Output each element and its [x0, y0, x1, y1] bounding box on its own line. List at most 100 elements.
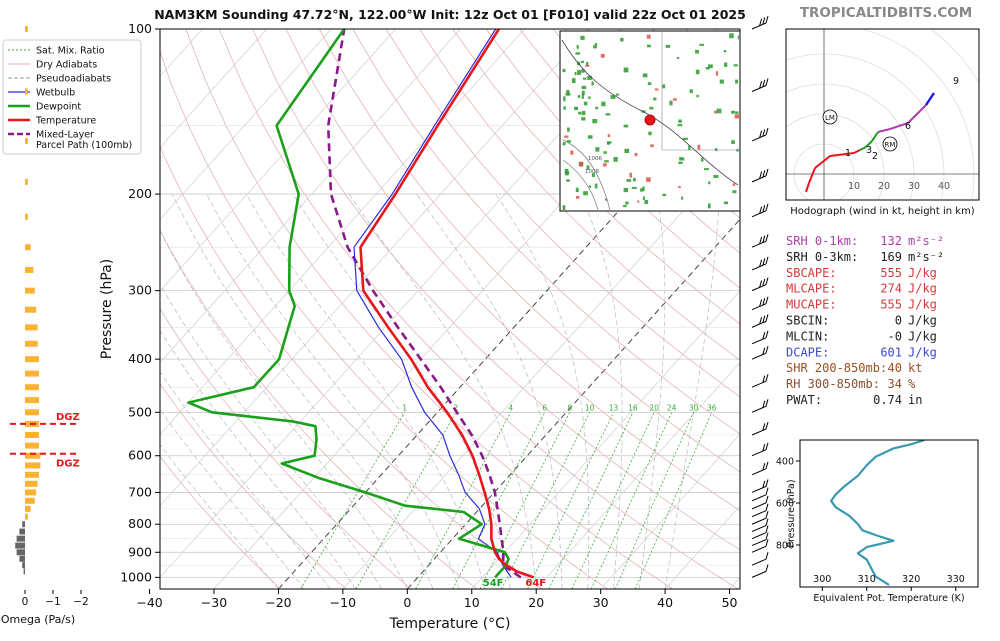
- precip-cell: [715, 148, 718, 151]
- mixing-ratio-label: 6: [542, 403, 547, 412]
- hodograph-segment: [806, 183, 809, 192]
- mixing-ratio-line: [572, 412, 654, 589]
- precip-cell: [583, 78, 586, 80]
- wind-barb-staff: [752, 559, 766, 565]
- omega-bar: [17, 536, 25, 542]
- temperature-tick-label: 30: [593, 595, 609, 610]
- index-unit: J/kg: [908, 345, 937, 359]
- wind-barb: [752, 422, 768, 435]
- wind-barb-staff: [752, 381, 766, 387]
- precip-cell: [724, 202, 728, 205]
- precip-cell: [648, 132, 651, 136]
- precip-cell-red: [579, 162, 583, 167]
- precip-cell: [704, 168, 709, 170]
- wind-barb-flag: [766, 533, 768, 540]
- wind-barb: [752, 533, 768, 546]
- precip-cell: [616, 94, 619, 96]
- omega-bar: [22, 521, 25, 527]
- omega-axis-label: Omega (Pa/s): [1, 613, 75, 626]
- precip-cell: [563, 96, 565, 101]
- precip-cell: [580, 36, 584, 40]
- precip-cell: [678, 162, 682, 164]
- wind-barb-flag: [766, 511, 768, 518]
- precip-cell: [626, 179, 631, 182]
- precip-cell: [574, 107, 578, 110]
- legend-label: Dry Adiabats: [36, 60, 97, 71]
- wind-barb-flag: [766, 539, 768, 546]
- precip-cell: [633, 178, 636, 181]
- wind-barb-flag: [766, 399, 768, 406]
- wind-barb-flag: [766, 374, 768, 381]
- omega-bar: [24, 568, 25, 574]
- precip-cell: [576, 188, 579, 192]
- storm-motion-label: RM: [885, 141, 896, 149]
- precip-cell: [592, 119, 597, 123]
- index-label: PWAT:: [786, 393, 822, 407]
- wind-barb-staff: [752, 546, 766, 552]
- precip-cell: [603, 151, 606, 154]
- precip-cell: [567, 127, 570, 131]
- precip-cell: [624, 125, 629, 128]
- precip-cell-red: [635, 153, 638, 156]
- wind-barb-staff: [752, 450, 766, 456]
- hodograph-ring-label: 40: [938, 181, 950, 192]
- mixing-ratio-line: [453, 412, 545, 589]
- precip-cell: [583, 191, 588, 195]
- precip-cell: [572, 78, 576, 83]
- chart-title: NAM3KM Sounding 47.72°N, 122.00°W Init: …: [154, 7, 746, 22]
- pseudoadiabat-line: [172, 194, 433, 589]
- omega-bar: [15, 543, 25, 549]
- wind-barb-staff: [752, 23, 766, 29]
- wind-barb: [752, 479, 768, 492]
- omega-bar: [25, 462, 40, 468]
- wind-barb: [752, 204, 768, 217]
- precip-cell: [696, 70, 700, 74]
- wind-barb-staff: [752, 264, 766, 270]
- index-value: 34: [888, 377, 902, 391]
- theta-e-yaxis-label: Pressure (hPa): [786, 479, 797, 547]
- mixing-ratio-label: 1: [402, 403, 407, 412]
- index-label: SBCAPE:: [786, 266, 837, 280]
- omega-bar: [25, 397, 39, 403]
- index-value: 132: [880, 234, 902, 248]
- precip-cell: [582, 111, 585, 115]
- hodograph-segment-upper: [926, 93, 934, 105]
- dewpoint-line: [188, 29, 508, 577]
- hodograph-height-label: 6: [905, 121, 911, 132]
- hodograph-segment: [854, 150, 860, 153]
- precip-cell: [588, 96, 590, 98]
- precip-cell: [677, 124, 682, 126]
- wind-barb: [752, 257, 768, 270]
- pressure-tick-label: 500: [128, 404, 152, 419]
- legend-label-line: Temperature: [35, 116, 96, 127]
- legend-label: Temperature: [35, 116, 96, 127]
- theta-e-xtick-label: 310: [858, 574, 876, 585]
- wind-barb-staff: [752, 503, 766, 509]
- omega-bar: [25, 267, 33, 273]
- precip-cell: [577, 70, 581, 75]
- wind-barb-staff: [752, 321, 766, 327]
- pseudoadiabat-line: [580, 194, 622, 589]
- index-unit: m²s⁻²: [908, 234, 944, 248]
- precip-cell: [595, 43, 598, 46]
- precip-cell-red: [564, 136, 568, 138]
- precip-cell: [581, 61, 584, 63]
- precip-cell: [732, 190, 736, 193]
- index-label: MLCAPE:: [786, 282, 837, 296]
- pressure-tick-label: 100: [128, 21, 152, 36]
- precip-cell: [591, 82, 593, 86]
- wind-barb: [752, 78, 768, 91]
- precip-cell-red: [714, 111, 717, 114]
- precip-cell-red: [733, 183, 736, 186]
- mixing-ratio-line: [591, 412, 671, 589]
- precip-cell: [563, 142, 566, 145]
- wind-barb-staff: [752, 518, 766, 524]
- legend-label-line: Pseudoadiabats: [36, 74, 111, 85]
- precip-cell-red: [655, 88, 659, 90]
